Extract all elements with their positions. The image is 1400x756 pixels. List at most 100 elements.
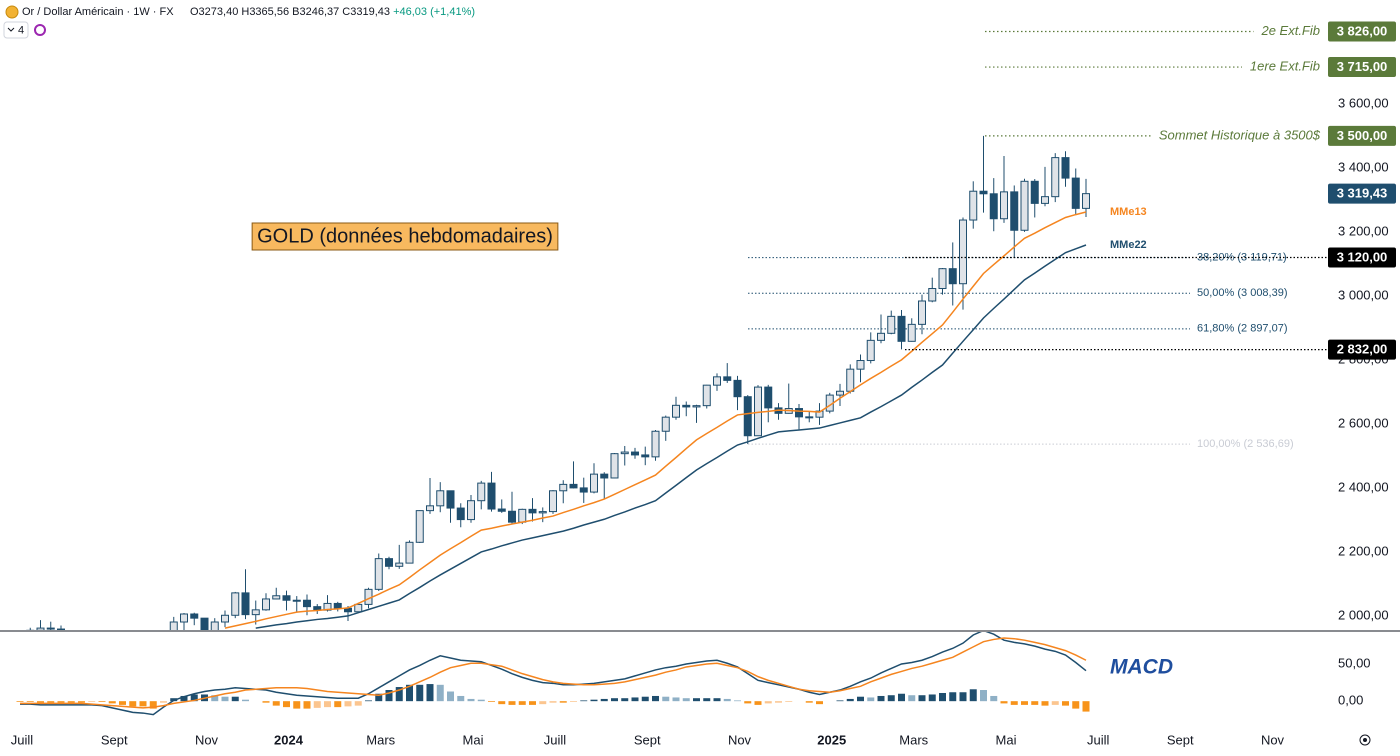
y-tick-label: 3 000,00 xyxy=(1338,287,1389,302)
x-tick-label: 2024 xyxy=(274,732,304,747)
histogram-bar xyxy=(385,690,393,702)
histogram-bar xyxy=(1021,701,1028,705)
moving-average xyxy=(224,211,1087,629)
fib-label: 100,00% (2 536,69) xyxy=(1197,438,1294,450)
histogram-bar xyxy=(498,701,506,705)
y-tick-label: 3 600,00 xyxy=(1338,95,1389,110)
histogram-bar xyxy=(580,700,588,702)
x-tick-label: Juill xyxy=(1087,732,1110,747)
histogram-bar xyxy=(26,701,34,702)
histogram-bar xyxy=(98,701,106,702)
histogram-bar xyxy=(816,701,823,705)
candle-body xyxy=(262,598,270,611)
histogram-bar xyxy=(334,701,342,708)
level-text: 1ere Ext.Fib xyxy=(1250,58,1320,73)
histogram-bar xyxy=(221,696,229,702)
x-tick-label: Nov xyxy=(1261,732,1285,747)
series-label: MMe13 xyxy=(1110,206,1147,218)
price-box xyxy=(1328,339,1396,360)
histogram-bar xyxy=(375,693,383,702)
candle-body xyxy=(631,451,639,456)
y-tick-label: 50,00 xyxy=(1338,655,1371,670)
settings-icon[interactable] xyxy=(1359,734,1371,746)
y-tick-label: 2 200,00 xyxy=(1338,543,1389,558)
histogram-bar xyxy=(16,701,24,702)
histogram-bar xyxy=(969,689,977,702)
candle-body xyxy=(713,376,721,386)
macd-line xyxy=(20,632,1087,716)
candle-body xyxy=(190,613,199,619)
x-tick-label: Nov xyxy=(728,732,752,747)
histogram-bar xyxy=(600,698,608,702)
candle-body xyxy=(877,332,885,341)
histogram-bar xyxy=(775,701,782,703)
histogram-bar xyxy=(1010,701,1018,705)
indicator-icon[interactable] xyxy=(34,24,46,36)
histogram-bar xyxy=(887,695,895,702)
candle-body xyxy=(1000,191,1008,220)
histogram-bar xyxy=(88,701,96,702)
histogram-bar xyxy=(211,695,219,702)
candle-body xyxy=(641,454,650,458)
candle-body xyxy=(354,603,363,613)
histogram-bar xyxy=(898,693,905,702)
candle-body xyxy=(969,190,978,221)
candle-body xyxy=(405,541,414,564)
candle-body xyxy=(1071,177,1080,209)
candle-body xyxy=(436,490,445,507)
quote-ohlc: O3273,40 H3365,56 B3246,37 C3319,43 xyxy=(190,6,390,18)
candle-body xyxy=(692,405,701,408)
candle-body xyxy=(918,300,926,325)
indicators-toggle[interactable] xyxy=(3,21,29,39)
price-box-label: 3 319,43 xyxy=(1337,186,1388,201)
candle-body xyxy=(1082,193,1090,209)
candle-body xyxy=(446,490,455,509)
x-tick-label: Mai xyxy=(463,732,484,747)
candle-body xyxy=(651,430,660,458)
histogram-bar xyxy=(508,701,516,705)
histogram-bar xyxy=(713,698,721,702)
chevron-icon xyxy=(7,27,15,32)
histogram-bar xyxy=(836,700,844,702)
price-box-label: 2 832,00 xyxy=(1337,342,1388,357)
price-axis: 2 000,002 200,002 400,002 600,002 800,00… xyxy=(1328,21,1396,622)
histogram-bar xyxy=(754,701,762,705)
level-text: Sommet Historique à 3500$ xyxy=(1159,127,1321,142)
histogram-bar xyxy=(518,701,526,705)
histogram-bar xyxy=(477,699,485,702)
candle-body xyxy=(938,268,947,290)
y-tick-label: 2 600,00 xyxy=(1338,415,1389,430)
histogram-bar xyxy=(365,700,372,702)
price-box-label: 3 500,00 xyxy=(1337,128,1388,143)
histogram-bar xyxy=(805,701,813,703)
x-tick-label: Nov xyxy=(195,732,219,747)
histogram-bar xyxy=(467,698,475,702)
histogram-bar xyxy=(108,701,116,704)
candle-body xyxy=(508,510,516,523)
x-tick-label: Sept xyxy=(1167,732,1194,747)
candle-body xyxy=(210,621,219,630)
histogram-bar xyxy=(119,701,126,705)
candle-body xyxy=(866,339,875,362)
histogram-bar xyxy=(242,699,249,702)
histogram-bar xyxy=(559,701,567,703)
candle-body xyxy=(559,483,568,492)
histogram-bar xyxy=(549,701,557,703)
candle-body xyxy=(169,621,178,630)
histogram-bar xyxy=(426,684,434,702)
histogram-bar xyxy=(539,701,547,705)
quote-change: +46,03 (+1,41%) xyxy=(393,6,475,18)
candle-body xyxy=(907,323,916,342)
price-box xyxy=(1328,247,1396,268)
y-tick-label: 3 400,00 xyxy=(1338,159,1389,174)
candle-body xyxy=(610,453,619,479)
y-tick-label: 2 000,00 xyxy=(1338,607,1389,622)
candle-body xyxy=(897,315,906,342)
histogram-bar xyxy=(406,684,413,702)
candle-body xyxy=(836,390,844,396)
histogram-bar xyxy=(928,694,936,702)
candle-body xyxy=(528,508,537,514)
histogram-bar xyxy=(908,695,916,702)
candle-body xyxy=(57,628,65,630)
